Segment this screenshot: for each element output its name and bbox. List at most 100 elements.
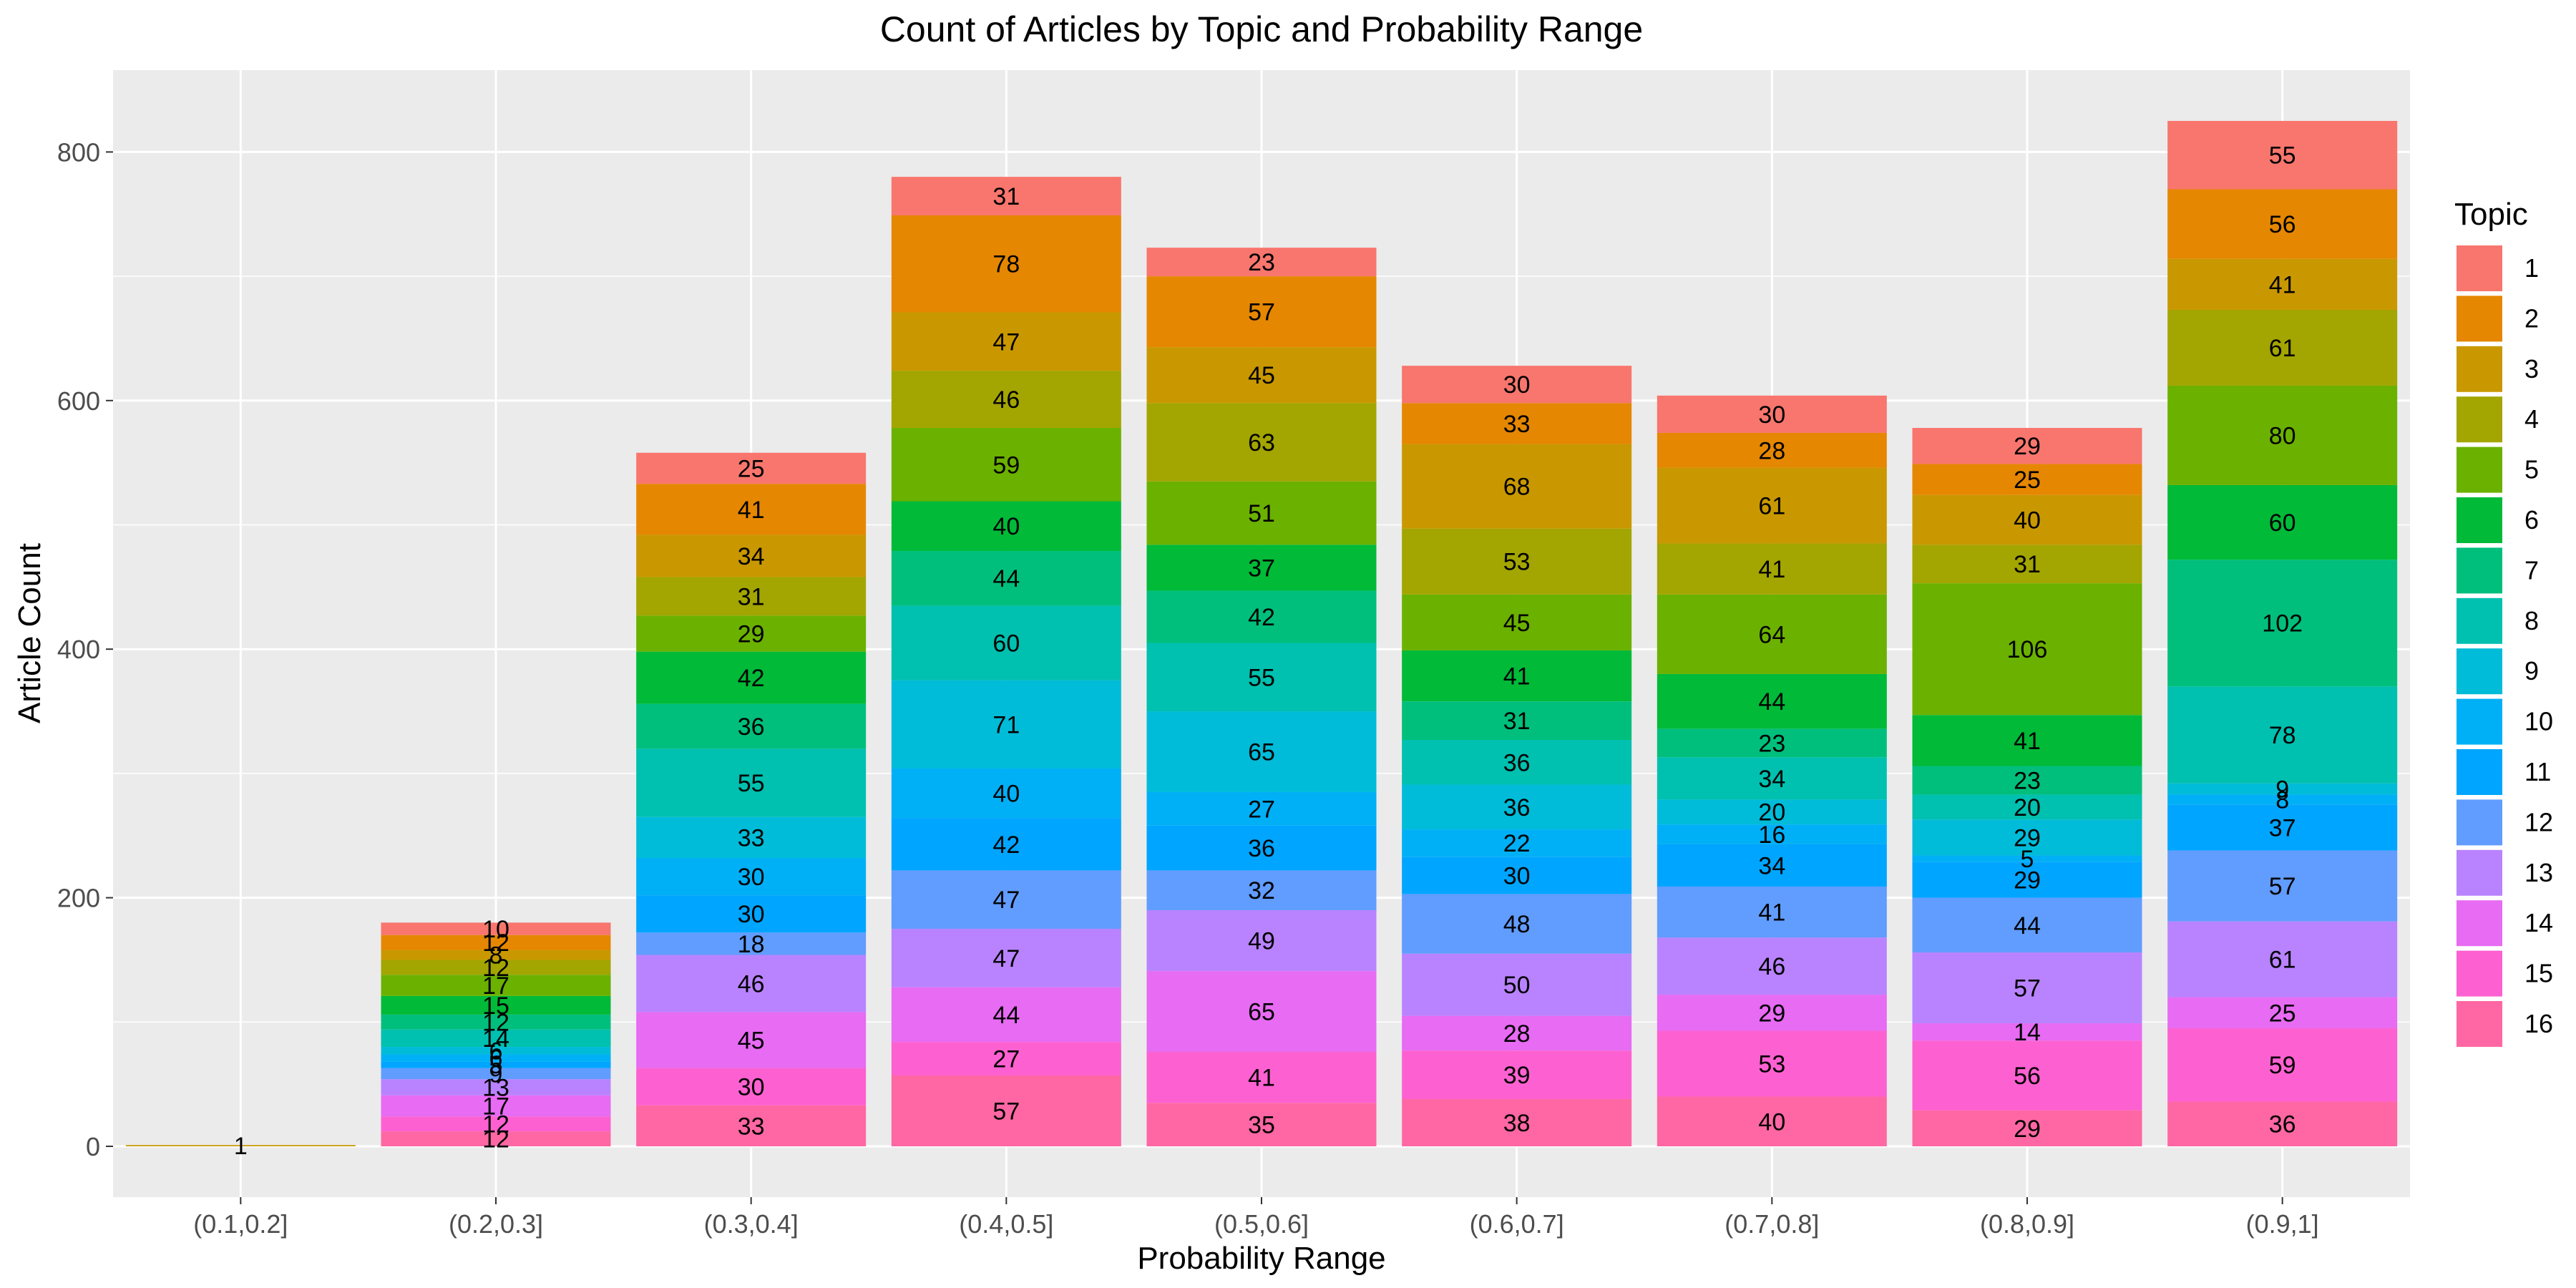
bar-value-label: 8 xyxy=(2275,786,2289,814)
bar-value-label: 10 xyxy=(482,916,509,943)
y-tick-label: 0 xyxy=(86,1132,100,1161)
bar-segment-topic-10 xyxy=(891,768,1121,819)
bar-segment-topic-4 xyxy=(636,577,867,616)
bar-segment-topic-11 xyxy=(891,818,1121,871)
bar-segment-topic-2 xyxy=(1912,464,2142,495)
bar-segment-topic-10 xyxy=(2167,794,2398,805)
bar-value-label: 33 xyxy=(738,1113,765,1140)
legend-label: 10 xyxy=(2524,707,2553,736)
bar-segment-topic-2 xyxy=(636,484,867,535)
bar-segment-topic-13 xyxy=(1146,909,1377,972)
bar-value-label: 36 xyxy=(2269,1111,2296,1138)
bar-value-label: 17 xyxy=(482,972,509,1000)
bar-segment-topic-12 xyxy=(891,870,1121,930)
legend-key-topic-7 xyxy=(2455,546,2504,595)
bar-segment-topic-10 xyxy=(636,858,867,896)
legend-label: 3 xyxy=(2524,354,2539,384)
bar-value-label: 42 xyxy=(992,831,1020,859)
bar-value-label: 46 xyxy=(738,970,765,997)
legend-label: 6 xyxy=(2524,505,2539,535)
legend-label: 9 xyxy=(2524,656,2539,686)
bar-value-label: 40 xyxy=(2014,507,2041,535)
bars xyxy=(125,120,2398,1146)
bar-segment-topic-5 xyxy=(2167,385,2398,485)
bar-segment-topic-7 xyxy=(1402,701,1632,741)
bar-segment-topic-16 xyxy=(2167,1101,2398,1146)
bar-segment-topic-16 xyxy=(891,1075,1121,1146)
x-tick-label: (0.8,0.9] xyxy=(1980,1209,2074,1239)
bar-value-label: 34 xyxy=(738,543,765,570)
legend-key-topic-8 xyxy=(2455,596,2504,645)
bar-value-label: 12 xyxy=(482,1126,509,1153)
legend-key-topic-16 xyxy=(2455,1000,2504,1048)
bar-value-label: 29 xyxy=(2014,824,2041,852)
bar-segment-topic-16 xyxy=(381,1131,611,1146)
bar-segment-topic-16 xyxy=(1402,1098,1632,1146)
bar-value-label: 68 xyxy=(1503,474,1531,501)
bar-value-label: 25 xyxy=(738,455,765,482)
bar-segment-topic-2 xyxy=(381,935,611,950)
bar-segment-topic-5 xyxy=(1402,594,1632,650)
bar-value-label: 44 xyxy=(2014,912,2041,940)
bar-value-label: 9 xyxy=(2275,776,2289,804)
bar-value-label: 80 xyxy=(2269,422,2296,449)
bar-value-label: 49 xyxy=(1248,928,1275,955)
bar-value-label: 1 xyxy=(234,1133,248,1160)
legend-key-topic-15 xyxy=(2455,949,2504,998)
bar-segment-topic-13 xyxy=(1657,937,1887,995)
bar-value-label: 38 xyxy=(1503,1110,1531,1137)
bar-segment-topic-5 xyxy=(381,975,611,996)
bar-segment-topic-14 xyxy=(381,1095,611,1117)
bar-segment-topic-3 xyxy=(125,1145,356,1146)
bar-segment-topic-12 xyxy=(636,932,867,955)
y-tick-label: 400 xyxy=(57,635,100,664)
bar-value-label: 50 xyxy=(1503,972,1531,999)
bar-value-label: 25 xyxy=(2014,467,2041,494)
bar-labels: 1 121217139566141215171281210333045461830… xyxy=(234,142,2303,1160)
bar-value-label: 41 xyxy=(1248,1065,1275,1092)
bar-segment-topic-5 xyxy=(636,615,867,652)
bar-value-label: 30 xyxy=(1503,371,1531,399)
bar-segment-topic-6 xyxy=(636,651,867,704)
legend-key-topic-1 xyxy=(2455,244,2504,293)
legend-label: 11 xyxy=(2524,757,2551,786)
bar-segment-topic-5 xyxy=(1146,481,1377,545)
bar-segment-topic-3 xyxy=(1146,347,1377,404)
bar-value-label: 44 xyxy=(992,1002,1020,1029)
bar-segment-topic-6 xyxy=(381,995,611,1015)
bar-value-label: 5 xyxy=(2021,846,2034,873)
legend-label: 12 xyxy=(2524,807,2553,836)
bar-segment-topic-15 xyxy=(1657,1030,1887,1097)
bar-value-label: 65 xyxy=(1248,999,1275,1026)
bar-value-label: 17 xyxy=(482,1093,509,1121)
legend-key-topic-10 xyxy=(2455,697,2504,746)
bar-value-label: 29 xyxy=(738,620,765,648)
bar-value-label: 60 xyxy=(992,630,1020,658)
bar-value-label: 53 xyxy=(1503,549,1531,576)
bar-value-label: 34 xyxy=(1758,766,1785,793)
bar-segment-topic-3 xyxy=(636,535,867,577)
bar-value-label: 12 xyxy=(482,955,509,982)
bar-value-label: 42 xyxy=(1248,604,1275,631)
bar-segment-topic-14 xyxy=(891,987,1121,1043)
bar-segment-topic-1 xyxy=(381,922,611,935)
bar-value-label: 22 xyxy=(1503,830,1531,857)
bar-value-label: 16 xyxy=(1758,821,1785,849)
bar-value-label: 23 xyxy=(2014,767,2041,794)
bar-segment-topic-11 xyxy=(1402,857,1632,894)
x-tick-label: (0.9,1] xyxy=(2246,1209,2319,1239)
bar-segment-topic-1 xyxy=(1146,248,1377,277)
bar-value-label: 5 xyxy=(489,1052,503,1079)
bar-segment-topic-15 xyxy=(1146,1051,1377,1103)
bar-value-label: 6 xyxy=(489,1045,503,1073)
bar-value-label: 28 xyxy=(1503,1020,1531,1048)
bar-value-label: 41 xyxy=(1758,899,1785,927)
bar-value-label: 56 xyxy=(2269,211,2296,238)
bar-segment-topic-4 xyxy=(1912,545,2142,584)
bar-segment-topic-3 xyxy=(1912,494,2142,545)
bar-segment-topic-4 xyxy=(1657,543,1887,595)
bar-value-label: 12 xyxy=(482,1111,509,1138)
bar-value-label: 39 xyxy=(1503,1062,1531,1089)
bar-segment-topic-15 xyxy=(1912,1040,2142,1111)
bar-segment-topic-5 xyxy=(1912,583,2142,716)
